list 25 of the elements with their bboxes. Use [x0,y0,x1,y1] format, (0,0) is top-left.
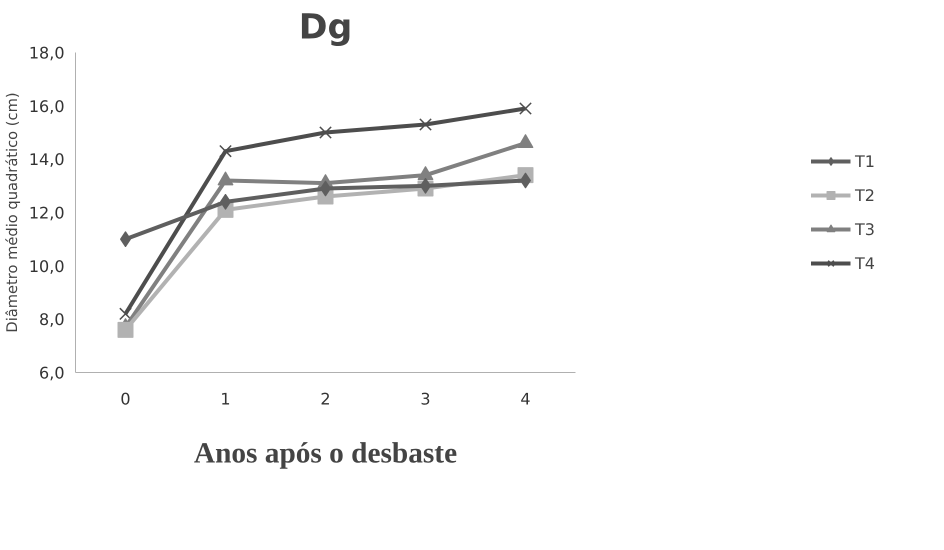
point [519,102,532,115]
legend-label: T1 [855,152,875,170]
y-tick-label: 18,0 [28,44,64,62]
y-axis-title: Diâmetro médio quadrático (cm) [4,92,21,333]
x-axis-title: Anos após o desbaste [194,438,458,470]
y-tick-label: 14,0 [28,150,64,170]
point [119,307,132,320]
y-tick-label: 16,0 [28,96,64,116]
point [319,126,332,139]
x-tick-label: 3 [420,390,431,408]
chart-title: Dg [298,8,352,48]
y-tick-label: 6,0 [39,364,65,382]
legend-label: T4 [855,254,875,272]
point [219,144,232,158]
x-tick-label: 0 [120,390,131,408]
y-tick-label: 10,0 [28,256,64,276]
point [419,118,432,131]
x-tick-label: 1 [220,390,231,408]
y-tick-label: 8,0 [39,310,65,330]
point [118,322,134,338]
x-tick-label: 4 [520,390,531,408]
legend-label: T3 [855,220,875,238]
legend-label: T2 [855,186,875,204]
y-tick-label: 12,0 [28,204,64,222]
x-tick-label: 2 [320,390,331,408]
